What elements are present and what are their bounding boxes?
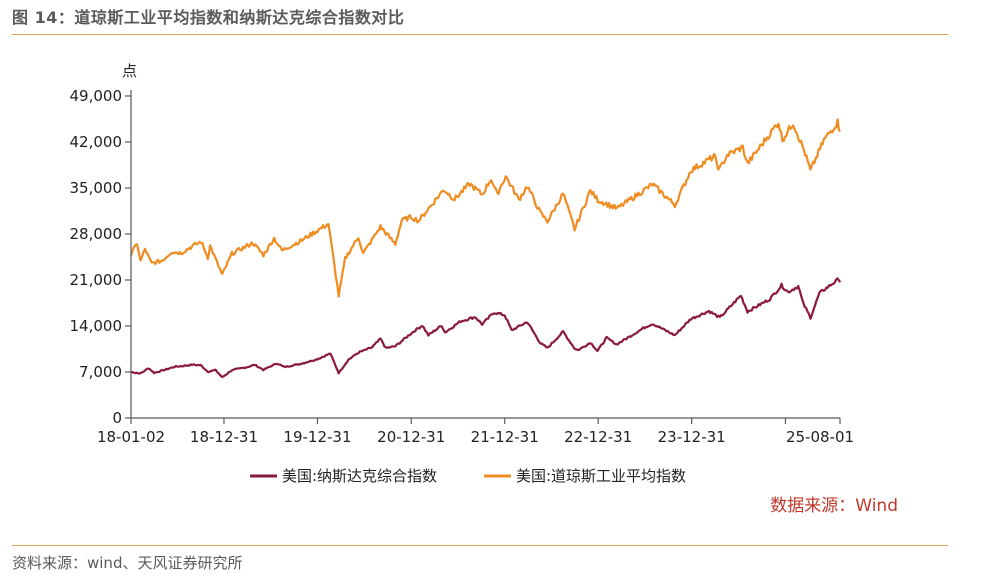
x-tick-label: 20-12-31: [377, 428, 445, 446]
x-tick-label: 22-12-31: [564, 428, 632, 446]
chart-data-source: 数据来源：Wind: [770, 496, 898, 516]
y-tick-label: 49,000: [70, 87, 123, 105]
x-tick-label: 18-01-02: [97, 428, 165, 446]
series-line-1: [130, 277, 842, 379]
x-tick-label: 23-12-31: [658, 428, 726, 446]
y-tick-label: 28,000: [70, 225, 123, 243]
y-tick-label: 7,000: [79, 363, 122, 381]
legend-label: 美国:纳斯达克综合指数: [282, 467, 437, 485]
line-chart: 点 0 7,000 14,000 21,000 28,000 35,000 42,000 49…: [70, 62, 899, 516]
source-note: 资料来源：wind、天风证券研究所: [12, 554, 243, 572]
x-tick-label: 18-12-31: [190, 428, 258, 446]
title-divider: [12, 34, 948, 35]
y-tick-label: 35,000: [70, 179, 123, 197]
y-axis-unit: 点: [122, 62, 137, 80]
footer-divider: [12, 545, 948, 546]
y-tick-label: 14,000: [70, 317, 123, 335]
legend-label: 美国:道琼斯工业平均指数: [516, 467, 686, 485]
axes-layer: 0 7,000 14,000 21,000 28,000 35,000 42,000 49,0…: [70, 87, 855, 446]
x-tick-label: 19-12-31: [283, 428, 351, 446]
legend: 美国:纳斯达克综合指数 美国:道琼斯工业平均指数: [250, 467, 686, 485]
series-line-2: [129, 118, 841, 298]
x-tick-label: 21-12-31: [471, 428, 539, 446]
figure-title: 图 14：道琼斯工业平均指数和纳斯达克综合指数对比: [12, 8, 405, 27]
y-tick-label: 0: [112, 409, 122, 427]
x-tick-label: 25-08-01: [786, 428, 854, 446]
series-layer: [129, 118, 842, 379]
y-tick-label: 42,000: [70, 133, 123, 151]
y-tick-label: 21,000: [70, 271, 123, 289]
